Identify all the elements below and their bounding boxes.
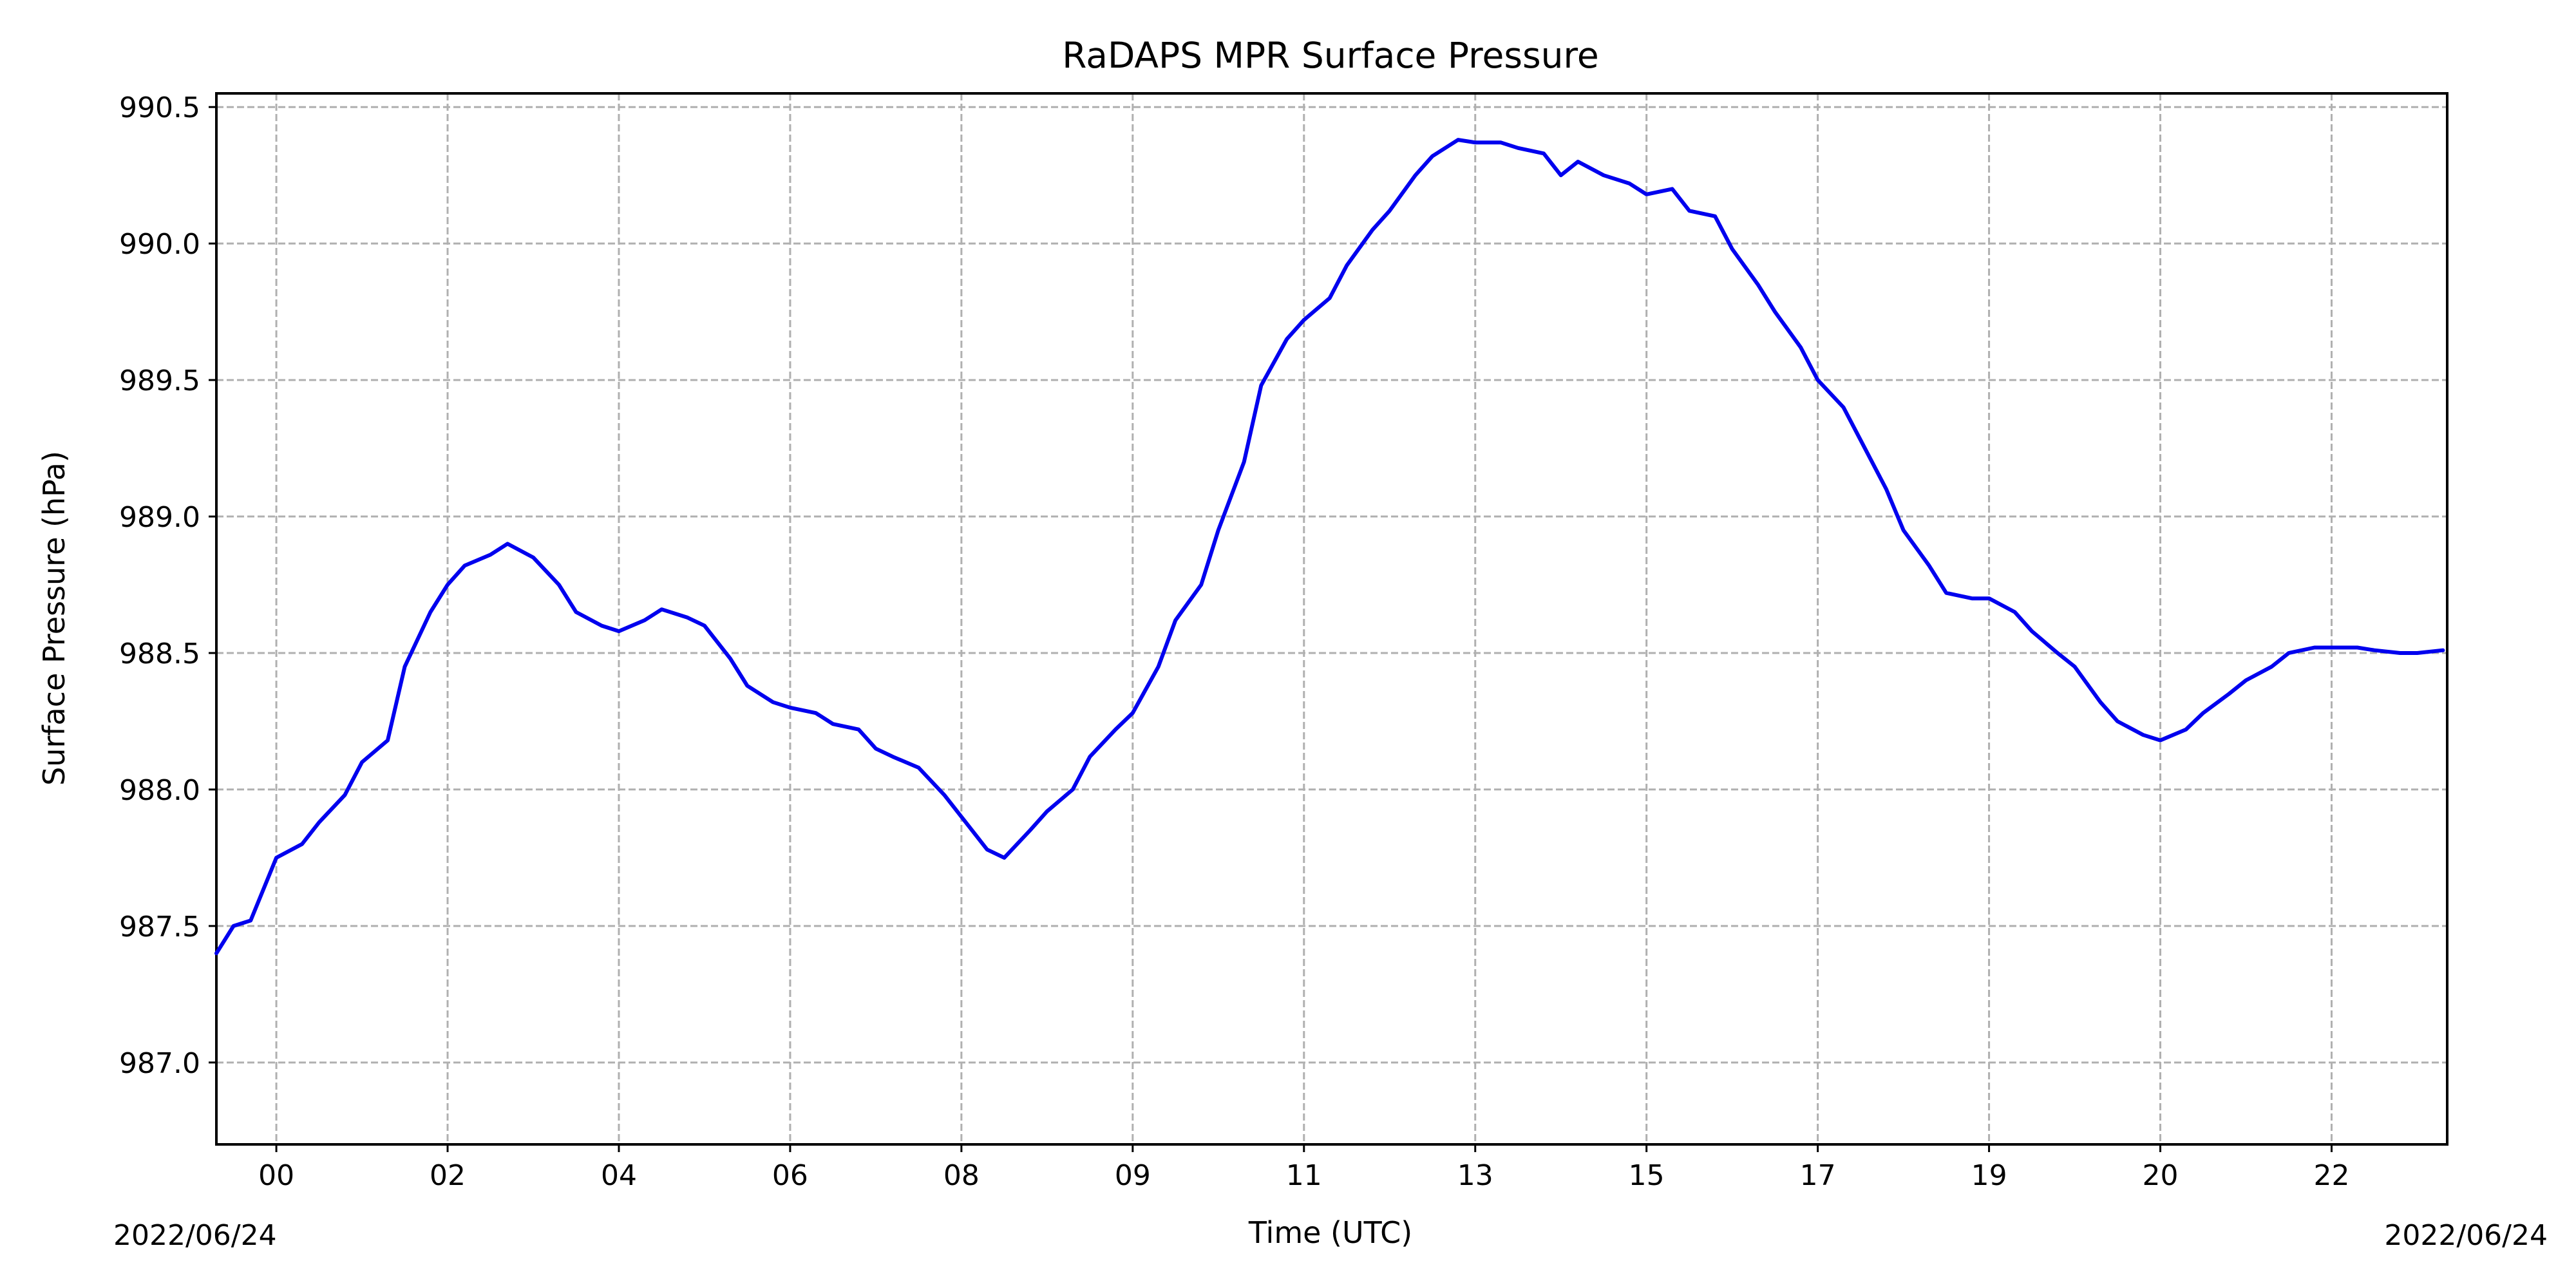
y-tick-label: 988.0	[119, 774, 200, 807]
x-tick-label: 00	[258, 1159, 294, 1192]
y-tick-label: 987.0	[119, 1047, 200, 1080]
chart-title: RaDAPS MPR Surface Pressure	[1062, 35, 1598, 76]
plot-frame	[215, 92, 2448, 1146]
y-tick-label: 989.0	[119, 501, 200, 534]
series-layer	[214, 138, 2445, 956]
grid	[216, 93, 2447, 1144]
x-tick-label: 17	[1800, 1159, 1836, 1192]
x-tick-label: 06	[772, 1159, 808, 1192]
y-tick-label: 990.0	[119, 228, 200, 261]
date-label-left: 2022/06/24	[113, 1219, 277, 1252]
x-tick-label: 11	[1286, 1159, 1322, 1192]
x-tick-label: 22	[2313, 1159, 2349, 1192]
y-tick-label: 987.5	[119, 911, 200, 943]
x-tick-label: 13	[1457, 1159, 1493, 1192]
x-tick-label: 20	[2143, 1159, 2179, 1192]
x-axis-label: Time (UTC)	[1248, 1215, 1412, 1250]
y-tick-label: 988.5	[119, 638, 200, 670]
y-axis-ticks: 987.0 987.5 988.0 988.5 989.0 989.5 990.0 990.5	[119, 91, 216, 1080]
x-tick-label: 04	[601, 1159, 637, 1192]
x-tick-label: 15	[1629, 1159, 1665, 1192]
x-tick-label: 09	[1115, 1159, 1151, 1192]
surface-pressure-series-line	[214, 138, 2445, 956]
x-tick-label: 19	[1971, 1159, 2007, 1192]
x-tick-label: 08	[943, 1159, 980, 1192]
y-tick-label: 990.5	[119, 91, 200, 124]
y-tick-label: 989.5	[119, 365, 200, 397]
y-axis-label: Surface Pressure (hPa)	[37, 451, 71, 786]
x-tick-label: 02	[430, 1159, 466, 1192]
x-axis-ticks: 00 02 04 06 08 09 11 13 15 17 19 20 22	[258, 1144, 2349, 1192]
date-label-right: 2022/06/24	[2384, 1219, 2548, 1252]
